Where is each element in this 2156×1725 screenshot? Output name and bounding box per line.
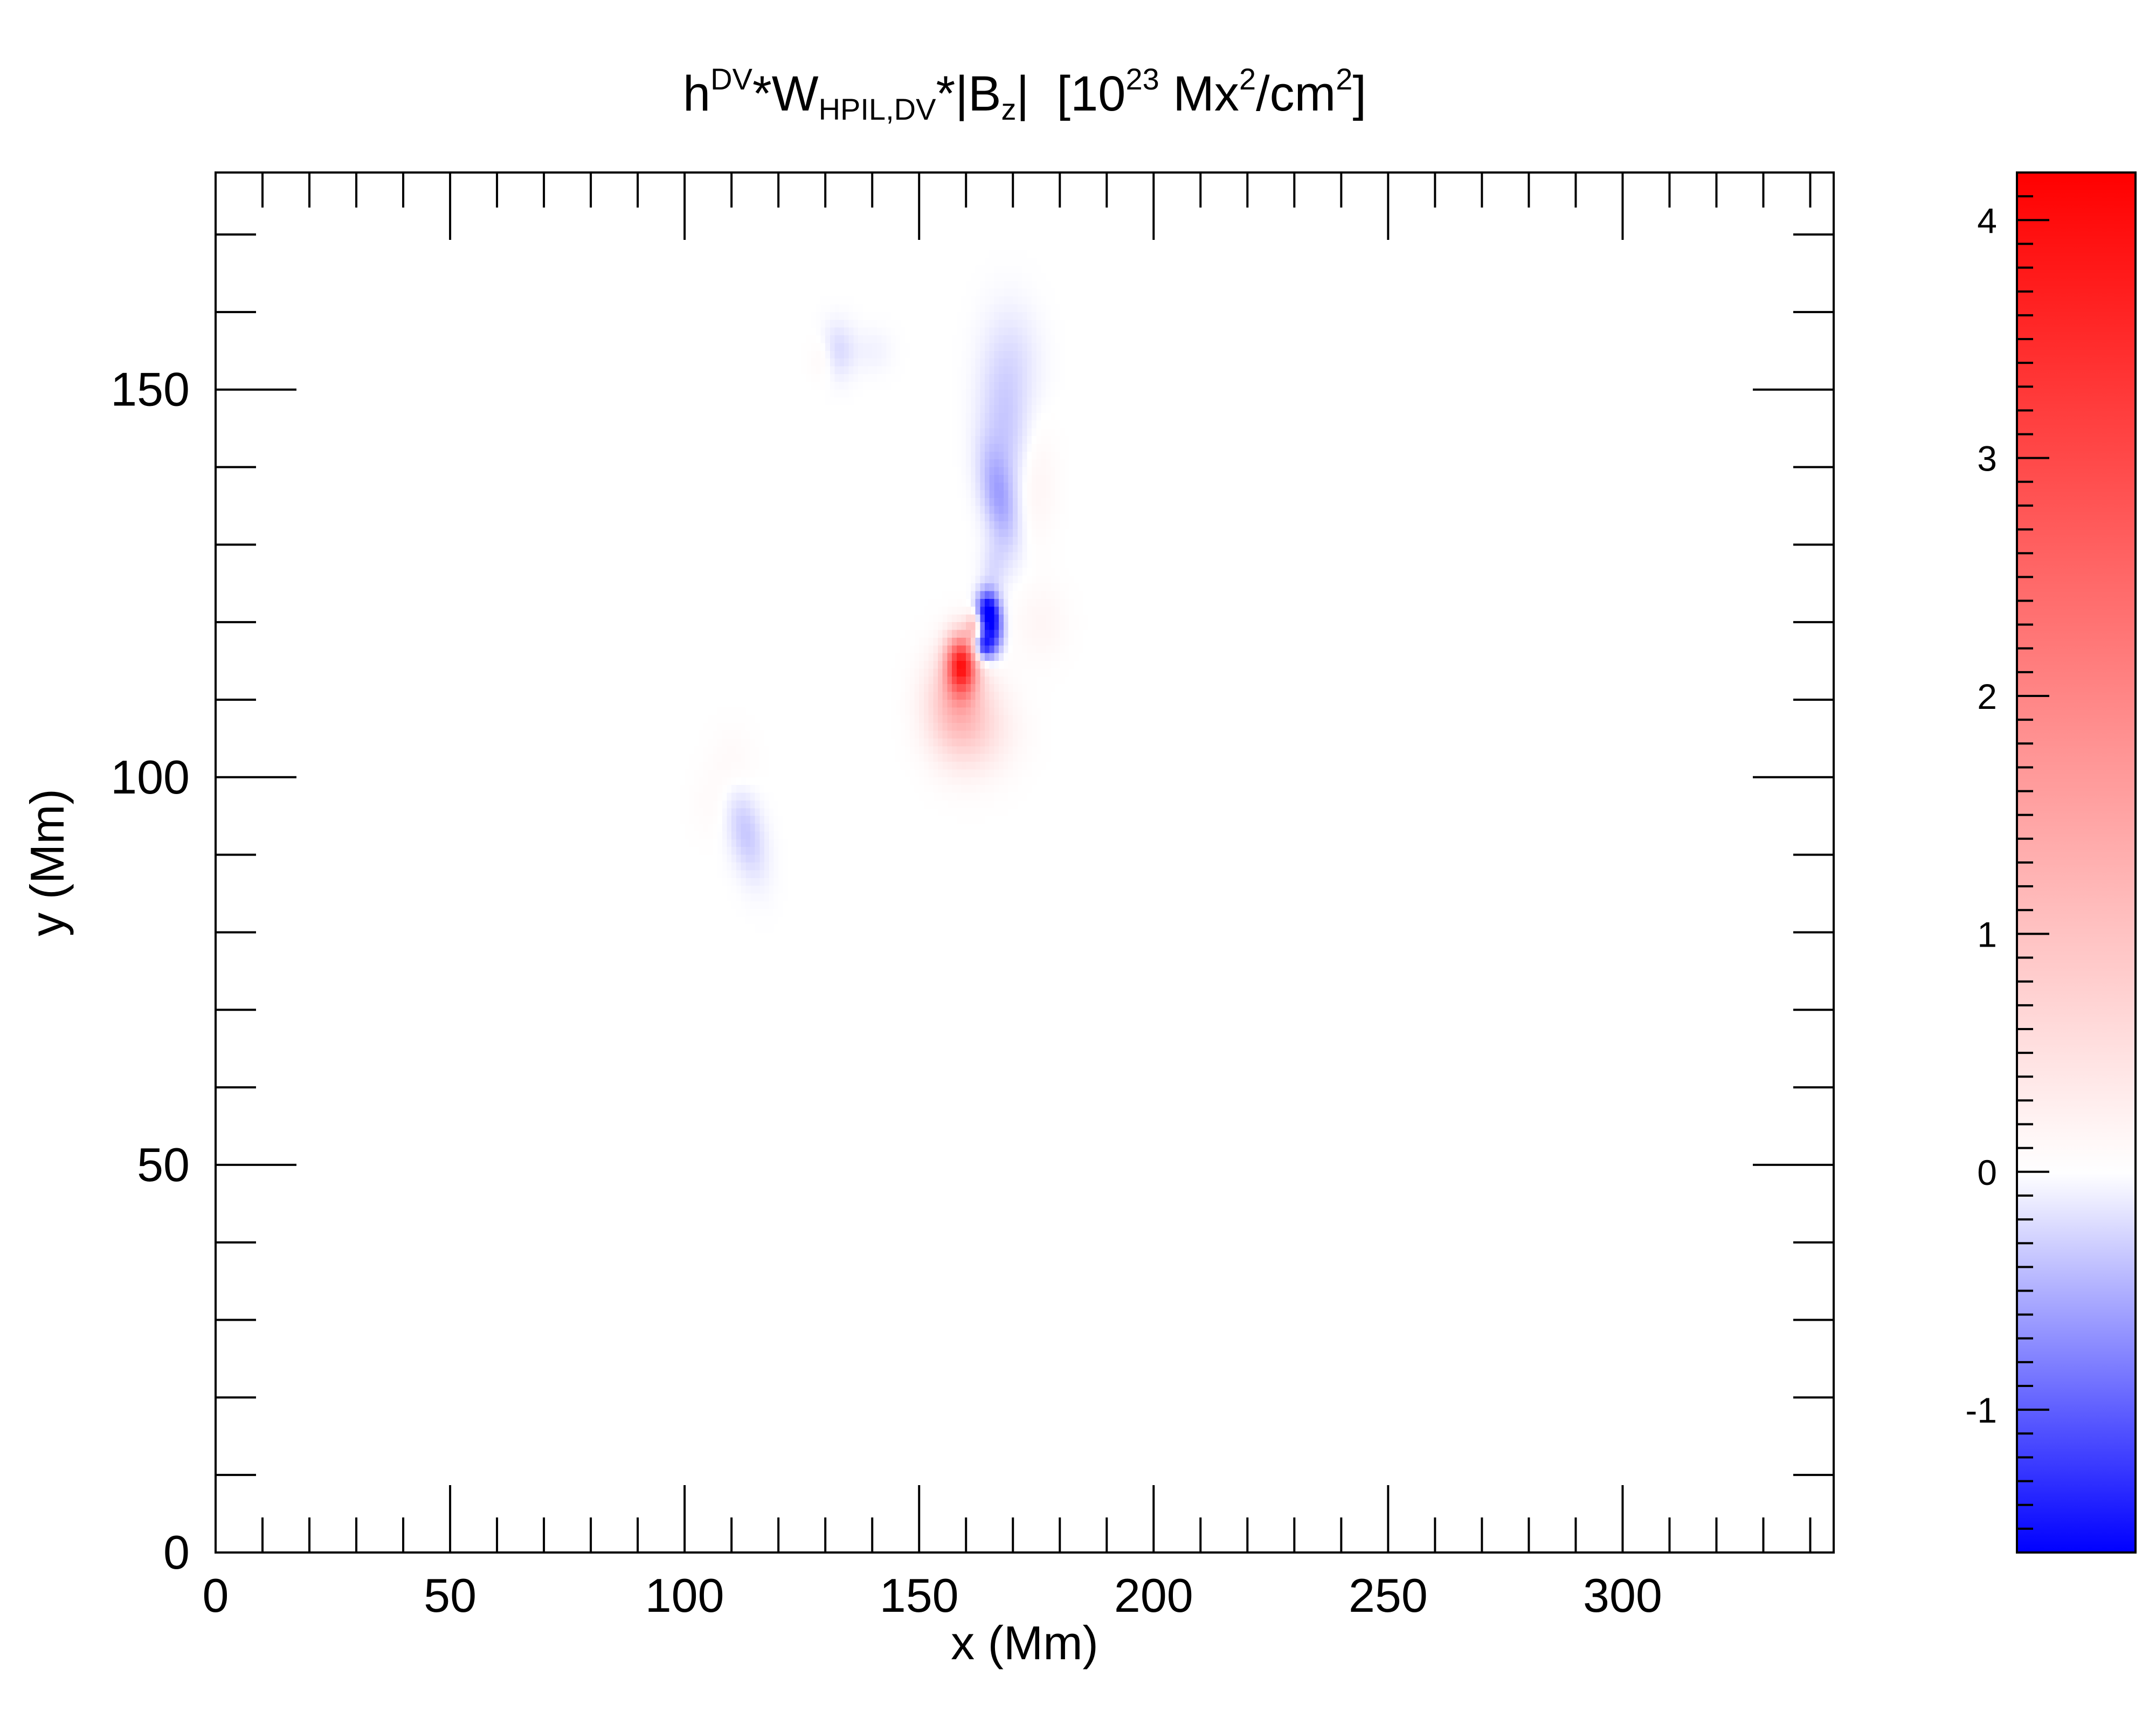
colorbar-tick-label: 2 <box>1977 677 1997 716</box>
title-part: | [10 <box>1017 66 1126 121</box>
y-tick-label: 50 <box>137 1138 190 1191</box>
colorbar-gradient <box>2016 171 2137 1554</box>
colorbar-tick-label: 3 <box>1977 439 1997 479</box>
colorbar-tick-label: 0 <box>1977 1153 1997 1192</box>
title-part: h <box>683 66 710 121</box>
y-tick-label: 150 <box>110 363 190 416</box>
colorbar-tick-label: 1 <box>1977 914 1997 954</box>
chart-title-text: hDV*WHPIL,DV*|Bz| [1023 Mx2/cm2] <box>683 62 1366 126</box>
title-part: Mx <box>1159 66 1239 121</box>
title-part: 23 <box>1125 62 1159 96</box>
title-part: HPIL,DV <box>819 92 936 126</box>
x-tick-label: 200 <box>1114 1569 1193 1622</box>
x-tick-label: 150 <box>880 1569 959 1622</box>
heatmap-field <box>216 172 1834 1552</box>
x-axis-label: x (Mm) <box>951 1616 1098 1669</box>
plot-frame <box>215 171 1835 1554</box>
x-tick-label: 300 <box>1583 1569 1662 1622</box>
title-part: *|B <box>936 66 1001 121</box>
x-axis: 0 50 100 150 200 250 300 <box>203 172 1812 1622</box>
x-tick-label: 50 <box>424 1569 476 1622</box>
x-tick-label: 250 <box>1349 1569 1428 1622</box>
y-tick-label: 0 <box>163 1526 190 1579</box>
x-tick-label: 0 <box>203 1569 229 1622</box>
title-part: DV <box>710 62 752 96</box>
colorbar: -1 0 1 2 3 4 <box>1965 171 2137 1554</box>
title-part: 2 <box>1239 62 1256 96</box>
title-part: /cm <box>1256 66 1336 121</box>
title-part: ] <box>1352 66 1366 121</box>
x-tick-label: 100 <box>645 1569 724 1622</box>
y-axis: 0 50 100 150 <box>110 233 1834 1579</box>
colorbar-ticks: -1 0 1 2 3 4 <box>1965 171 2049 1554</box>
title-part: *W <box>752 66 819 121</box>
y-tick-label: 100 <box>110 750 190 804</box>
y-axis-label: y (Mm) <box>20 789 74 936</box>
chart-title: hDV*WHPIL,DV*|Bz| [1023 Mx2/cm2] <box>683 62 1366 126</box>
title-part: 2 <box>1336 62 1352 96</box>
colorbar-tick-label: 4 <box>1977 201 1997 240</box>
title-part: z <box>1001 92 1017 126</box>
heatmap-image <box>216 172 1834 1552</box>
colorbar-tick-label: -1 <box>1965 1390 1997 1430</box>
